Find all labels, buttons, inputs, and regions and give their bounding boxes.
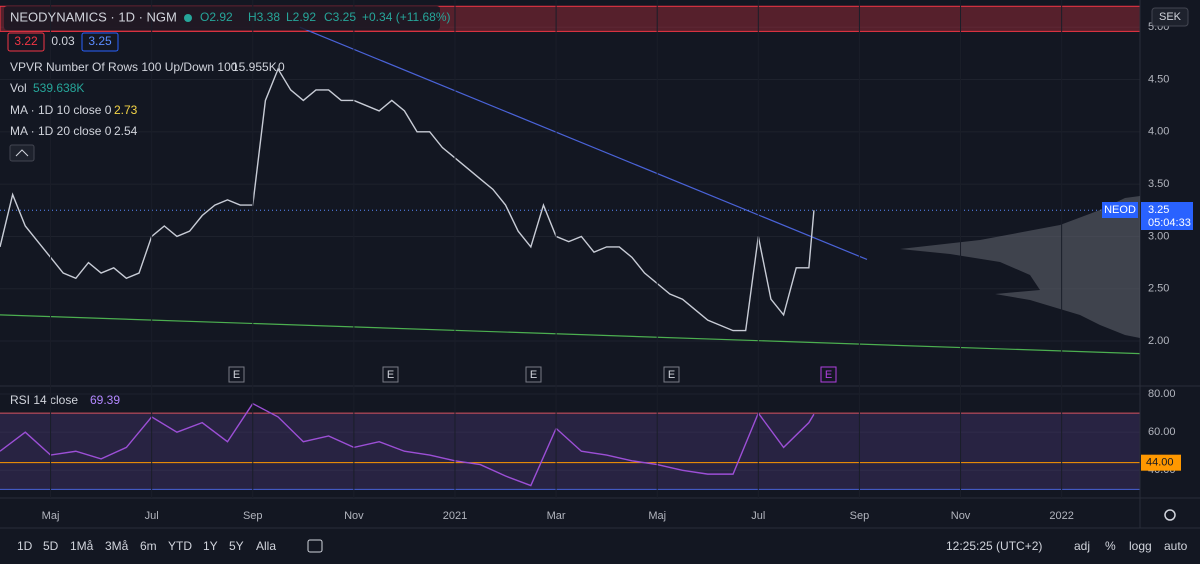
rsi-band xyxy=(0,413,1140,490)
y-tick-label: 2.00 xyxy=(1148,335,1169,347)
y-tick-label: 3.50 xyxy=(1148,178,1169,190)
x-tick-label: Sep xyxy=(243,510,263,522)
ask: 3.25 xyxy=(88,34,112,48)
y-tick-label: 4.00 xyxy=(1148,126,1169,138)
earnings-markers: E E E E E xyxy=(228,366,837,383)
low: L2.92 xyxy=(286,10,316,24)
earnings-label: E xyxy=(530,369,537,381)
y-tick-label: 80.00 xyxy=(1148,388,1176,400)
status-dot xyxy=(184,14,192,22)
range-button[interactable]: 5D xyxy=(43,539,59,553)
change: +0.34 (+11.68%) xyxy=(362,10,451,24)
level-tag xyxy=(1141,454,1181,471)
x-tick-label: Maj xyxy=(42,510,60,522)
x-tick-label: 2022 xyxy=(1049,510,1073,522)
settings-icon[interactable] xyxy=(1164,509,1176,521)
indicator-extra: 0 xyxy=(278,60,285,74)
chevron-icon xyxy=(15,149,29,157)
earnings-box[interactable] xyxy=(663,366,680,383)
earnings-label: E xyxy=(233,369,240,381)
x-tick-label: Jul xyxy=(751,510,765,522)
x-tick-label: Jul xyxy=(145,510,159,522)
y-tick-label: 2.50 xyxy=(1148,283,1169,295)
range-button[interactable]: Alla xyxy=(256,539,276,553)
y-tick-label: 3.00 xyxy=(1148,230,1169,242)
x-tick-label: Maj xyxy=(648,510,666,522)
high: H3.38 xyxy=(248,10,280,24)
trendline xyxy=(0,314,1141,355)
date-range-icon[interactable] xyxy=(307,539,323,553)
price-tag xyxy=(1141,202,1193,230)
option-button[interactable]: % xyxy=(1105,539,1116,553)
earnings-box[interactable] xyxy=(228,366,245,383)
volume-profile xyxy=(900,196,1140,338)
tag-countdown: 05:04:33 xyxy=(1148,217,1191,229)
option-button[interactable]: logg xyxy=(1129,539,1152,553)
x-tick-label: Nov xyxy=(951,510,971,522)
x-tick-label: 2021 xyxy=(443,510,467,522)
indicator-value: 2.73 xyxy=(114,103,138,117)
indicator-value: 15.955K xyxy=(232,60,277,74)
clock: 12:25:25 (UTC+2) xyxy=(946,539,1042,553)
series-line xyxy=(0,402,815,487)
y-tick-label: 60.00 xyxy=(1148,426,1176,438)
indicator-name: MA · 1D 20 close 0 xyxy=(10,124,112,138)
symbol: NEODYNAMICS · 1D · NGM xyxy=(10,9,177,24)
spread: 0.03 xyxy=(51,34,75,48)
rsi-value: 69.39 xyxy=(90,393,120,407)
collapse-button[interactable] xyxy=(9,144,35,162)
x-tick-label: Mar xyxy=(547,510,566,522)
option-button[interactable]: adj xyxy=(1074,539,1090,553)
open: O2.92 xyxy=(200,10,233,24)
bid-box[interactable] xyxy=(7,32,45,52)
y-tick-label: 4.50 xyxy=(1148,73,1169,85)
range-button[interactable]: 6m xyxy=(140,539,157,553)
earnings-label: E xyxy=(668,369,675,381)
range-button[interactable]: 3Må xyxy=(105,539,129,553)
range-button[interactable]: 1Må xyxy=(70,539,94,553)
symbol-tag xyxy=(1102,202,1138,218)
legend-bg xyxy=(4,6,440,30)
indicator-name: Vol xyxy=(10,81,27,95)
range-button[interactable]: 1D xyxy=(17,539,33,553)
ask-box[interactable] xyxy=(81,32,119,52)
indicator-value: 539.638K xyxy=(33,81,84,95)
x-tick-label: Sep xyxy=(850,510,870,522)
close: C3.25 xyxy=(324,10,356,24)
earnings-label: E xyxy=(825,369,832,381)
currency-button[interactable] xyxy=(1151,7,1189,27)
tag-price: 3.25 xyxy=(1148,204,1169,216)
currency: SEK xyxy=(1159,11,1182,23)
earnings-box[interactable] xyxy=(525,366,542,383)
range-button[interactable]: 5Y xyxy=(229,539,244,553)
trendline xyxy=(299,26,868,261)
indicator-value: 2.54 xyxy=(114,124,138,138)
earnings-box[interactable] xyxy=(382,366,399,383)
series-line xyxy=(0,67,815,332)
tag-symbol: NEOD xyxy=(1104,204,1136,216)
earnings-label: E xyxy=(387,369,394,381)
indicator-name: MA · 1D 10 close 0 xyxy=(10,103,112,117)
indicator-name: VPVR Number Of Rows 100 Up/Down 100 xyxy=(10,60,238,74)
toolbar: 1D 5D 1Må 3Må 6m YTD 1Y 5Y Alla 12:25:25… xyxy=(17,509,1188,553)
x-tick-label: Nov xyxy=(344,510,364,522)
level-label: 44.00 xyxy=(1146,457,1174,469)
bid: 3.22 xyxy=(14,34,38,48)
rsi-name: RSI 14 close xyxy=(10,393,78,407)
range-button[interactable]: 1Y xyxy=(203,539,218,553)
range-button[interactable]: YTD xyxy=(168,539,192,553)
earnings-box[interactable] xyxy=(820,366,837,383)
option-button[interactable]: auto xyxy=(1164,539,1188,553)
